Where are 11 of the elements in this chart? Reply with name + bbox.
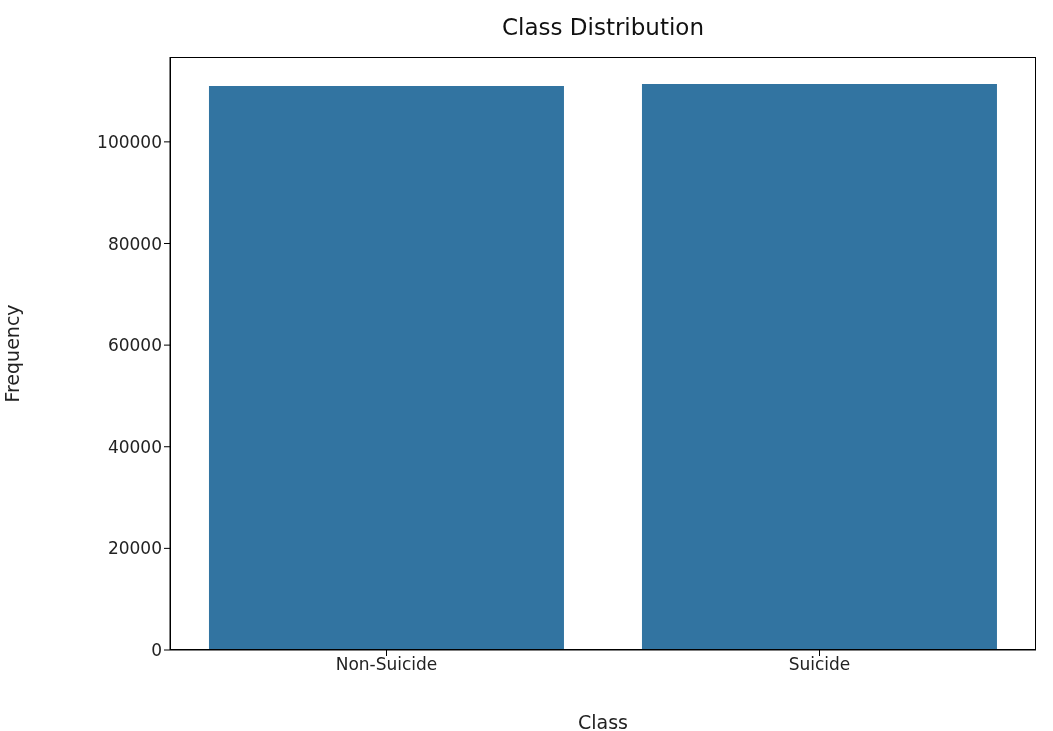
x-tick-label: Suicide — [788, 654, 851, 675]
y-tick-label: 100000 — [97, 131, 162, 152]
y-tick-label: 80000 — [107, 233, 162, 254]
y-axis-title: Frequency — [0, 304, 23, 403]
y-tick-label: 40000 — [107, 436, 162, 457]
x-axis-title: Class — [578, 711, 628, 731]
x-tick-label: Non-Suicide — [335, 654, 438, 675]
y-tick-label: 20000 — [107, 538, 162, 559]
y-tick-label: 60000 — [107, 335, 162, 356]
chart-title: Class Distribution — [501, 14, 705, 40]
y-tick-label: 0 — [151, 640, 162, 661]
